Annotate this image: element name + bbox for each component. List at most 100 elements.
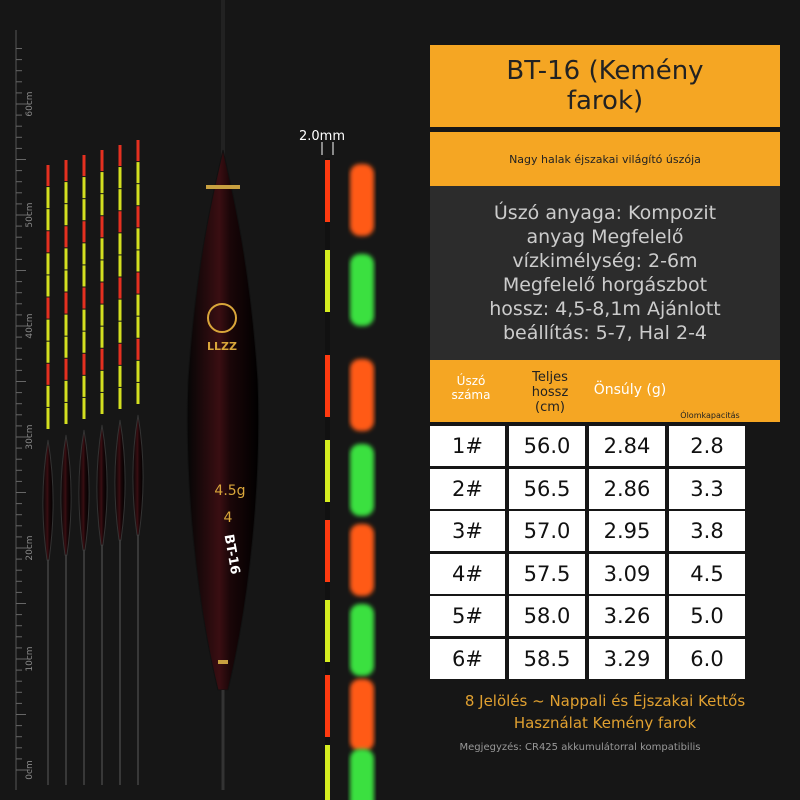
table-cell: 2.95 bbox=[589, 511, 665, 551]
tip-segment bbox=[136, 360, 140, 382]
float-model: BT-16 bbox=[221, 533, 243, 575]
table-cell: 6.0 bbox=[669, 638, 745, 679]
tip-width-label: 2.0mm bbox=[299, 129, 345, 144]
glow-segment bbox=[350, 254, 374, 326]
table-cell: 2.84 bbox=[589, 426, 665, 466]
tip-segment bbox=[325, 675, 330, 737]
table-cell: 1# bbox=[430, 426, 505, 466]
note-box: Megjegyzés: CR425 akkumulátorral kompati… bbox=[420, 738, 740, 756]
tip-segment bbox=[136, 140, 140, 162]
tip-segment bbox=[136, 228, 140, 250]
glow-segment bbox=[350, 604, 374, 676]
tip-segment bbox=[100, 348, 104, 370]
column-header-text: Úszó száma bbox=[451, 374, 491, 402]
tip-segment bbox=[118, 233, 122, 255]
tip-segment bbox=[100, 150, 104, 172]
table-cell: 3.8 bbox=[669, 511, 745, 551]
glow-segment bbox=[350, 444, 374, 516]
feature-box: 8 Jelölés ~ Nappali és Éjszakai Kettős H… bbox=[420, 688, 790, 736]
description-box: Úszó anyaga: Kompozit anyag Megfelelő ví… bbox=[430, 186, 780, 360]
table-cell: 57.5 bbox=[509, 553, 585, 594]
table-cell: 2.8 bbox=[669, 426, 745, 466]
tip-segment bbox=[82, 221, 86, 243]
tip-segment bbox=[118, 299, 122, 321]
tip-segment bbox=[46, 319, 50, 341]
tip-segment bbox=[82, 353, 86, 375]
tip-segment bbox=[325, 355, 330, 417]
tip-segment bbox=[325, 250, 330, 312]
tip-segment bbox=[325, 520, 330, 582]
title-box: BT-16 (Kemény farok) bbox=[430, 45, 780, 127]
tip-segment bbox=[82, 243, 86, 265]
tip-segment bbox=[100, 282, 104, 304]
tip-segment bbox=[136, 316, 140, 338]
tip-segment bbox=[82, 177, 86, 199]
tip-segment bbox=[64, 380, 68, 402]
tip-segment bbox=[118, 167, 122, 189]
brand: LLZZ bbox=[207, 340, 237, 353]
column-header-text: Ólomkapacitás bbox=[680, 410, 740, 420]
table-cell: 4.5 bbox=[669, 553, 745, 594]
tip-segment bbox=[64, 160, 68, 182]
tip-segment bbox=[46, 407, 50, 429]
glow-segment bbox=[350, 749, 374, 800]
tip-segment bbox=[100, 392, 104, 414]
tip-segment bbox=[64, 292, 68, 314]
tip-segment bbox=[46, 209, 50, 231]
tip-segment bbox=[64, 226, 68, 248]
subtitle: Nagy halak éjszakai világító úszója bbox=[509, 152, 701, 166]
float-body bbox=[60, 434, 72, 556]
tip-segment bbox=[100, 194, 104, 216]
tip-segment bbox=[118, 321, 122, 343]
description: Úszó anyaga: Kompozit anyag Megfelelő ví… bbox=[489, 202, 721, 344]
column-header: Úszó száma bbox=[440, 368, 502, 408]
tip-segment bbox=[82, 375, 86, 397]
tip-segment bbox=[118, 189, 122, 211]
tip-segment bbox=[64, 182, 68, 204]
float-body bbox=[42, 439, 54, 561]
table-cell: 3.09 bbox=[589, 553, 665, 594]
small-floats bbox=[42, 140, 144, 785]
tip-segment bbox=[118, 211, 122, 233]
tip-segment bbox=[82, 199, 86, 221]
table-cell: 3.29 bbox=[589, 638, 665, 679]
feature: 8 Jelölés ~ Nappali és Éjszakai Kettős H… bbox=[464, 692, 746, 732]
note: Megjegyzés: CR425 akkumulátorral kompati… bbox=[459, 741, 701, 753]
tip-segment bbox=[136, 294, 140, 316]
tip-segment bbox=[100, 370, 104, 392]
subtitle-box: Nagy halak éjszakai világító úszója bbox=[430, 132, 780, 186]
tip-segment bbox=[136, 206, 140, 228]
table-cell: 56.5 bbox=[509, 468, 585, 509]
tip-segment bbox=[46, 165, 50, 187]
tip-segment bbox=[325, 440, 330, 502]
column-header: Önsúly (g) bbox=[585, 375, 675, 405]
tip-segment bbox=[100, 216, 104, 238]
glow-segment bbox=[350, 164, 374, 236]
title: BT-16 (Kemény farok) bbox=[506, 56, 704, 116]
table-cell: 2# bbox=[430, 468, 505, 509]
tip-segment bbox=[46, 187, 50, 209]
tip-segment bbox=[136, 338, 140, 360]
tip-segment bbox=[136, 162, 140, 184]
tip-segment bbox=[118, 387, 122, 409]
tip-segment bbox=[82, 155, 86, 177]
table-cell: 6# bbox=[430, 638, 505, 679]
tip-segment bbox=[325, 160, 330, 222]
tip-segment bbox=[100, 326, 104, 348]
column-header: Ólomkapacitás bbox=[660, 408, 760, 422]
float-number: 4 bbox=[224, 510, 233, 526]
table-cell: 2.86 bbox=[589, 468, 665, 509]
tip-segment bbox=[118, 255, 122, 277]
tip-segment bbox=[64, 358, 68, 380]
table-cell: 5# bbox=[430, 596, 505, 636]
tip-segment bbox=[46, 341, 50, 363]
float-body bbox=[96, 424, 108, 546]
ruler-label: 20cm bbox=[25, 535, 35, 560]
float-weight: 4.5g bbox=[214, 483, 245, 499]
tip-segment bbox=[46, 297, 50, 319]
tip-segment bbox=[82, 287, 86, 309]
tip-segment bbox=[46, 275, 50, 297]
table-header-bg bbox=[430, 360, 780, 422]
